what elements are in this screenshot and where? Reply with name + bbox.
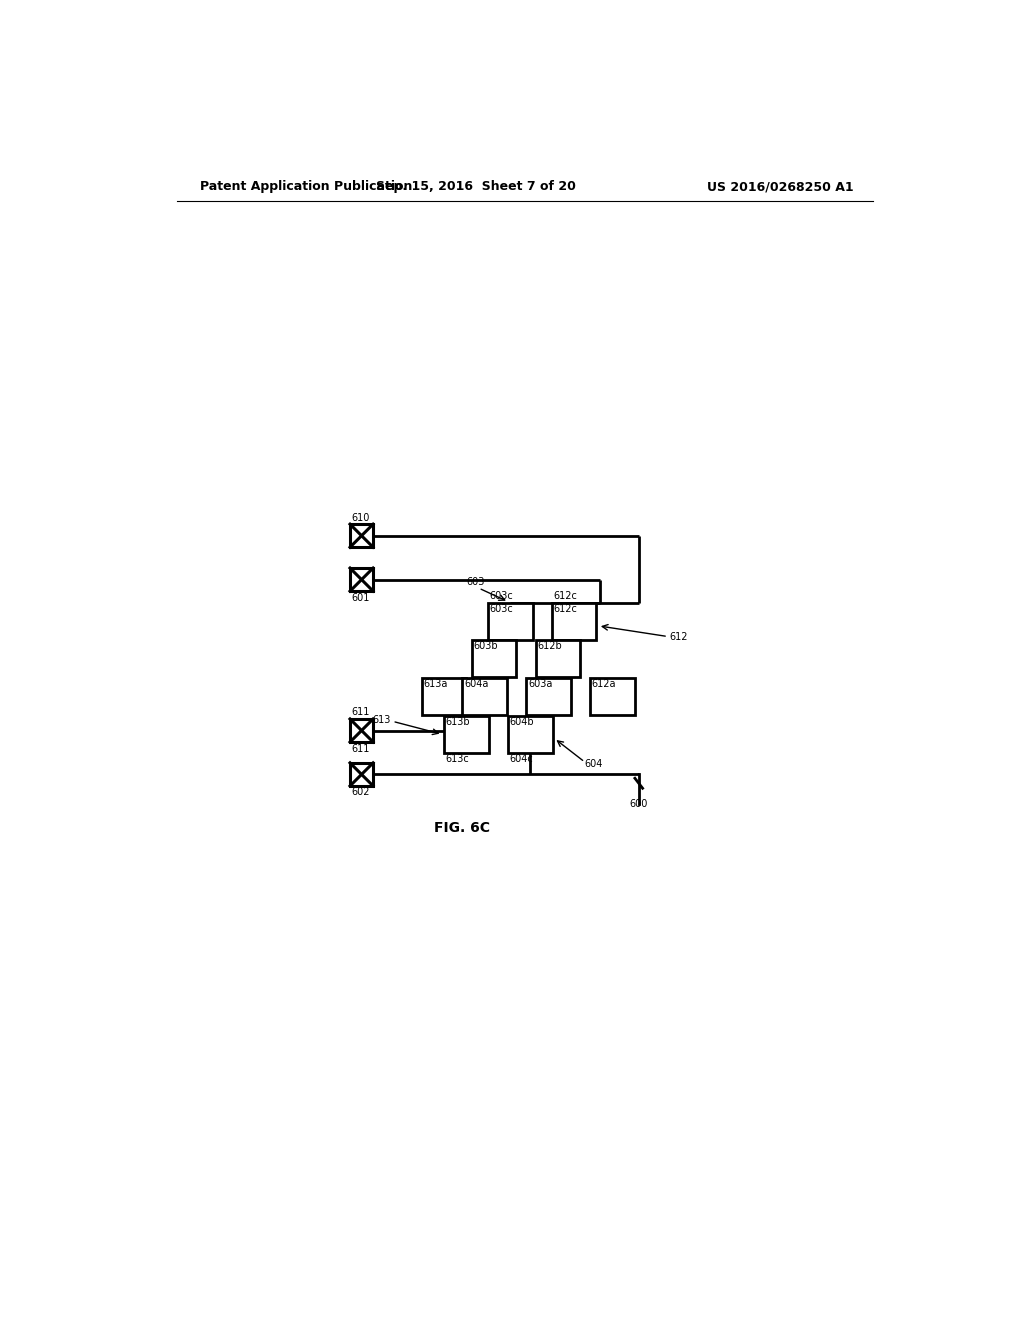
Bar — [350, 763, 373, 785]
Bar — [536, 640, 581, 677]
Bar — [350, 524, 373, 548]
Bar — [463, 678, 507, 715]
Text: 612a: 612a — [592, 678, 616, 689]
Text: 603c: 603c — [489, 605, 513, 614]
Text: 611: 611 — [351, 708, 370, 718]
Text: 611: 611 — [351, 743, 370, 754]
Bar — [590, 678, 635, 715]
Bar — [422, 678, 466, 715]
Text: 613: 613 — [373, 714, 391, 725]
Text: 603c: 603c — [489, 591, 513, 601]
Text: 604c: 604c — [509, 755, 534, 764]
Bar — [444, 715, 488, 752]
Text: 612c: 612c — [553, 591, 578, 601]
Text: 604: 604 — [585, 759, 603, 768]
Text: 600: 600 — [630, 799, 648, 809]
Text: 612b: 612b — [538, 642, 562, 651]
Bar — [552, 603, 596, 640]
Text: 602: 602 — [351, 788, 370, 797]
Text: 603: 603 — [466, 577, 484, 586]
Text: 612c: 612c — [553, 605, 578, 614]
Text: 603b: 603b — [473, 642, 498, 651]
Text: 604b: 604b — [509, 717, 535, 726]
Bar — [472, 640, 516, 677]
Bar — [526, 678, 571, 715]
Text: 613c: 613c — [445, 755, 469, 764]
Text: 610: 610 — [351, 512, 370, 523]
Text: 604a: 604a — [464, 678, 488, 689]
Text: Sep. 15, 2016  Sheet 7 of 20: Sep. 15, 2016 Sheet 7 of 20 — [376, 181, 575, 194]
Text: 601: 601 — [351, 593, 370, 603]
Text: US 2016/0268250 A1: US 2016/0268250 A1 — [707, 181, 853, 194]
Bar — [350, 719, 373, 742]
Bar — [508, 715, 553, 752]
Text: Patent Application Publication: Patent Application Publication — [200, 181, 413, 194]
Text: FIG. 6C: FIG. 6C — [433, 821, 489, 836]
Text: 613a: 613a — [423, 678, 447, 689]
Text: 603a: 603a — [528, 678, 552, 689]
Text: 613b: 613b — [445, 717, 470, 726]
Text: 612: 612 — [670, 631, 688, 642]
Bar — [487, 603, 532, 640]
Bar — [350, 568, 373, 591]
